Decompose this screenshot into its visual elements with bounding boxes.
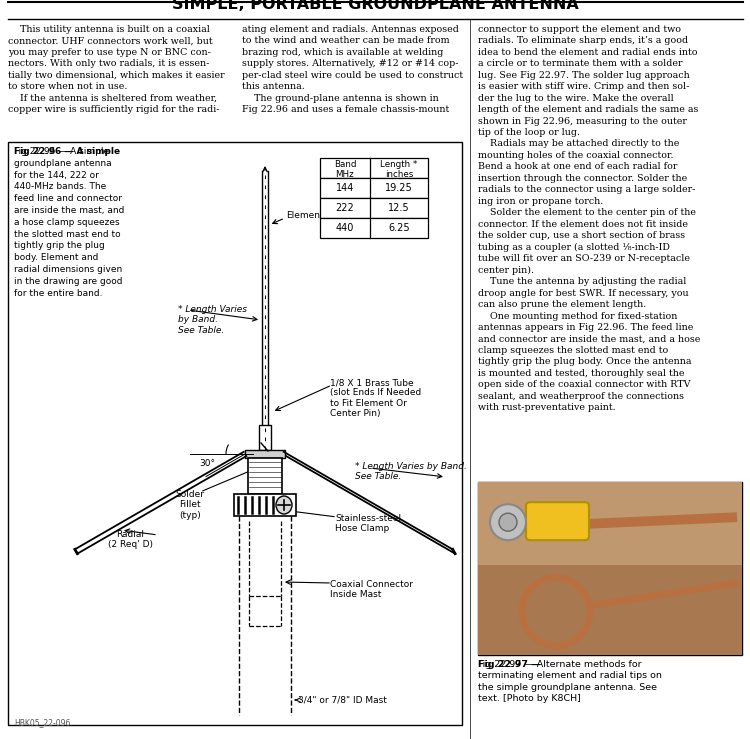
Bar <box>245 450 285 458</box>
Bar <box>320 218 428 238</box>
Text: This utility antenna is built on a coaxial
connector. UHF connectors work well, : This utility antenna is built on a coaxi… <box>8 25 225 114</box>
Text: Stainless-steel
Hose Clamp: Stainless-steel Hose Clamp <box>335 514 401 534</box>
Bar <box>248 458 282 494</box>
Bar <box>478 482 742 565</box>
Text: Element: Element <box>286 211 324 219</box>
Text: Radial
(2 Req' D): Radial (2 Req' D) <box>107 530 152 549</box>
Bar <box>478 482 742 655</box>
Bar <box>320 198 428 218</box>
Circle shape <box>490 504 526 540</box>
Text: Fig 22.97 —: Fig 22.97 — <box>478 660 544 669</box>
Bar <box>234 494 296 516</box>
Text: 6.25: 6.25 <box>388 223 410 233</box>
Text: Band
MHz: Band MHz <box>334 160 356 180</box>
Text: * Length Varies by Band.
See Table.: * Length Varies by Band. See Table. <box>355 462 466 481</box>
Text: 19.25: 19.25 <box>386 183 412 193</box>
Text: Solder
Fillet
(typ): Solder Fillet (typ) <box>176 490 205 520</box>
Text: 3/4" or 7/8" ID Mast: 3/4" or 7/8" ID Mast <box>298 695 387 704</box>
Text: SIMPLE, PORTABLE GROUNDPLANE ANTENNA: SIMPLE, PORTABLE GROUNDPLANE ANTENNA <box>172 0 578 12</box>
Text: 440: 440 <box>336 223 354 233</box>
Text: * Length Varies
by Band.
See Table.: * Length Varies by Band. See Table. <box>178 305 247 335</box>
Text: Fig 22.97 — Alternate methods for
terminating element and radial tips on
the sim: Fig 22.97 — Alternate methods for termin… <box>478 660 662 704</box>
Bar <box>259 425 271 450</box>
Bar <box>320 178 428 198</box>
Text: 1/8 X 1 Brass Tube
(slot Ends If Needed
to Fit Element Or
Center Pin): 1/8 X 1 Brass Tube (slot Ends If Needed … <box>330 378 422 418</box>
Text: 30°: 30° <box>199 460 215 469</box>
Text: 222: 222 <box>336 203 354 213</box>
Text: 12.5: 12.5 <box>388 203 410 213</box>
Text: Fig 22.96 — A simple
groundplane antenna
for the 144, 222 or
440-MHz bands. The
: Fig 22.96 — A simple groundplane antenna… <box>14 147 125 298</box>
Text: ating element and radials. Antennas exposed
to the wind and weather can be made : ating element and radials. Antennas expo… <box>242 25 463 114</box>
Bar <box>8 142 462 725</box>
Text: Fig 22.96 — A simple: Fig 22.96 — A simple <box>14 147 120 156</box>
Ellipse shape <box>276 496 292 514</box>
Bar <box>478 565 742 655</box>
Bar <box>320 158 428 178</box>
Text: Coaxial Connector
Inside Mast: Coaxial Connector Inside Mast <box>330 580 413 599</box>
FancyBboxPatch shape <box>526 503 589 540</box>
Text: connector to support the element and two
radials. To eliminate sharp ends, it’s : connector to support the element and two… <box>478 25 700 412</box>
Text: 144: 144 <box>336 183 354 193</box>
Circle shape <box>499 513 517 531</box>
Text: HBK05_22-096: HBK05_22-096 <box>14 718 70 727</box>
Text: Length *
inches: Length * inches <box>380 160 418 180</box>
